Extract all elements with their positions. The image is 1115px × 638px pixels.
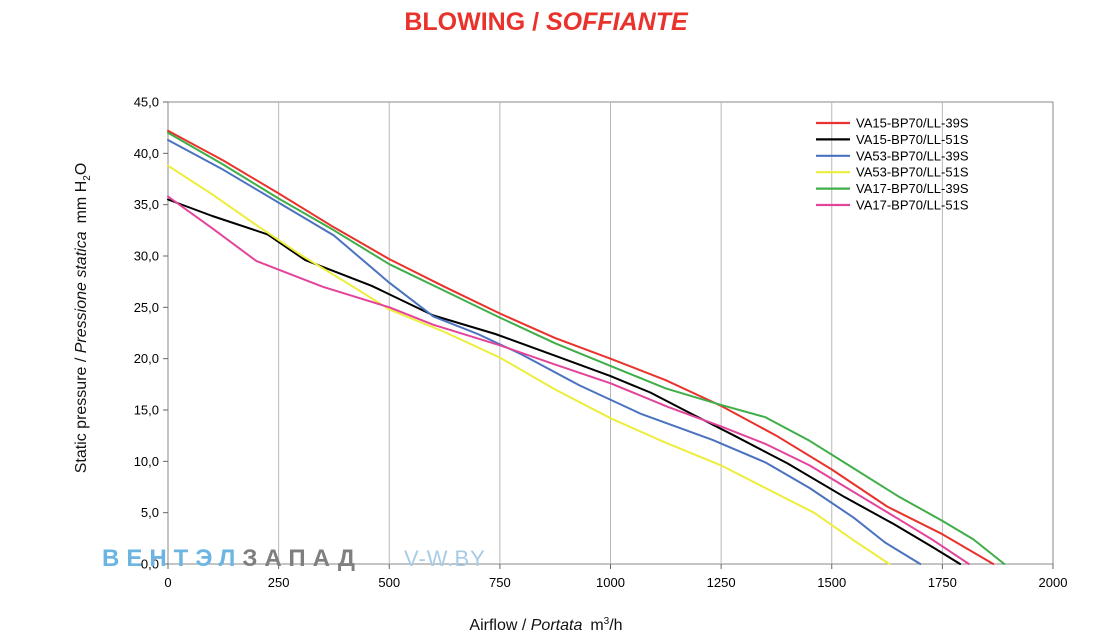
legend-label: VA53-BP70/LL-39S <box>856 148 969 163</box>
y-axis-title-main: Static pressure / <box>73 353 90 473</box>
x-axis-ticks: 0 250 500 750 1000 1250 1500 1750 2000 <box>164 564 1067 590</box>
y-axis-title-unit: mm H <box>73 181 90 224</box>
y-tick-label: 25,0 <box>134 300 159 315</box>
y-tick-label: 5,0 <box>141 505 159 520</box>
chart-title-italic: SOFFIANTE <box>546 8 689 36</box>
y-tick-label: 30,0 <box>134 249 159 264</box>
y-tick-label: 15,0 <box>134 403 159 418</box>
series-line-2 <box>167 198 962 565</box>
series-line-6 <box>167 195 970 565</box>
y-tick-label: 40,0 <box>134 146 159 161</box>
y-axis-title-unit-post: O <box>73 163 90 175</box>
series-line-1 <box>167 129 995 565</box>
x-tick-label: 250 <box>268 575 290 590</box>
x-tick-label: 750 <box>489 575 511 590</box>
watermark-part1: ВЕНТЭЛ <box>102 545 242 572</box>
y-tick-label: 20,0 <box>134 351 159 366</box>
legend-label: VA17-BP70/LL-51S <box>856 198 969 213</box>
x-tick-label: 1500 <box>817 575 846 590</box>
watermark-part2: ЗАПАД <box>242 545 362 572</box>
y-axis-ticks: 0,0 5,0 10,0 15,0 20,0 25,0 30,0 35,0 40,0 45,0 <box>134 95 168 572</box>
legend-label: VA15-BP70/LL-51S <box>856 132 969 147</box>
x-axis-title-italic: Portata <box>531 617 583 634</box>
series-line-4 <box>167 164 891 565</box>
x-tick-label: 2000 <box>1039 575 1068 590</box>
grid-lines <box>278 102 943 564</box>
x-axis-title-unit: m <box>590 617 603 634</box>
x-tick-label: 1250 <box>707 575 736 590</box>
series-lines <box>167 129 1006 565</box>
chart-title: BLOWING / SOFFIANTE <box>404 8 689 36</box>
y-tick-label: 0,0 <box>141 557 159 572</box>
x-tick-label: 1750 <box>928 575 957 590</box>
x-axis-title-unit-post: /h <box>609 617 622 634</box>
y-axis-title-unit-sub: 2 <box>82 175 93 181</box>
y-tick-label: 45,0 <box>134 95 159 110</box>
svg-text:ВЕНТЭЛЗАПАД: ВЕНТЭЛЗАПАД <box>102 545 362 572</box>
legend: VA15-BP70/LL-39SVA15-BP70/LL-51SVA53-BP7… <box>816 116 969 213</box>
x-axis-title-unit-sup: 3 <box>604 616 610 627</box>
series-line-5 <box>167 131 1006 565</box>
y-tick-label: 10,0 <box>134 454 159 469</box>
legend-label: VA53-BP70/LL-51S <box>856 165 969 180</box>
y-axis-title: Static pressure / Pressione statica mm H2… <box>73 163 93 474</box>
legend-label: VA17-BP70/LL-39S <box>856 181 969 196</box>
legend-label: VA15-BP70/LL-39S <box>856 116 969 131</box>
y-tick-label: 35,0 <box>134 197 159 212</box>
series-line-3 <box>167 139 922 565</box>
x-axis-title: Airflow / Portata m3/h <box>469 616 622 634</box>
x-tick-label: 1000 <box>596 575 625 590</box>
y-axis-title-italic: Pressione statica <box>73 231 90 353</box>
x-tick-label: 500 <box>378 575 400 590</box>
x-tick-label: 0 <box>164 575 171 590</box>
chart-title-main: BLOWING / <box>404 8 546 36</box>
x-axis-title-main: Airflow / <box>469 617 530 634</box>
watermark-part3: V-W.BY <box>404 546 486 571</box>
watermark: ВЕНТЭЛЗАПАД V-W.BY <box>102 545 486 572</box>
